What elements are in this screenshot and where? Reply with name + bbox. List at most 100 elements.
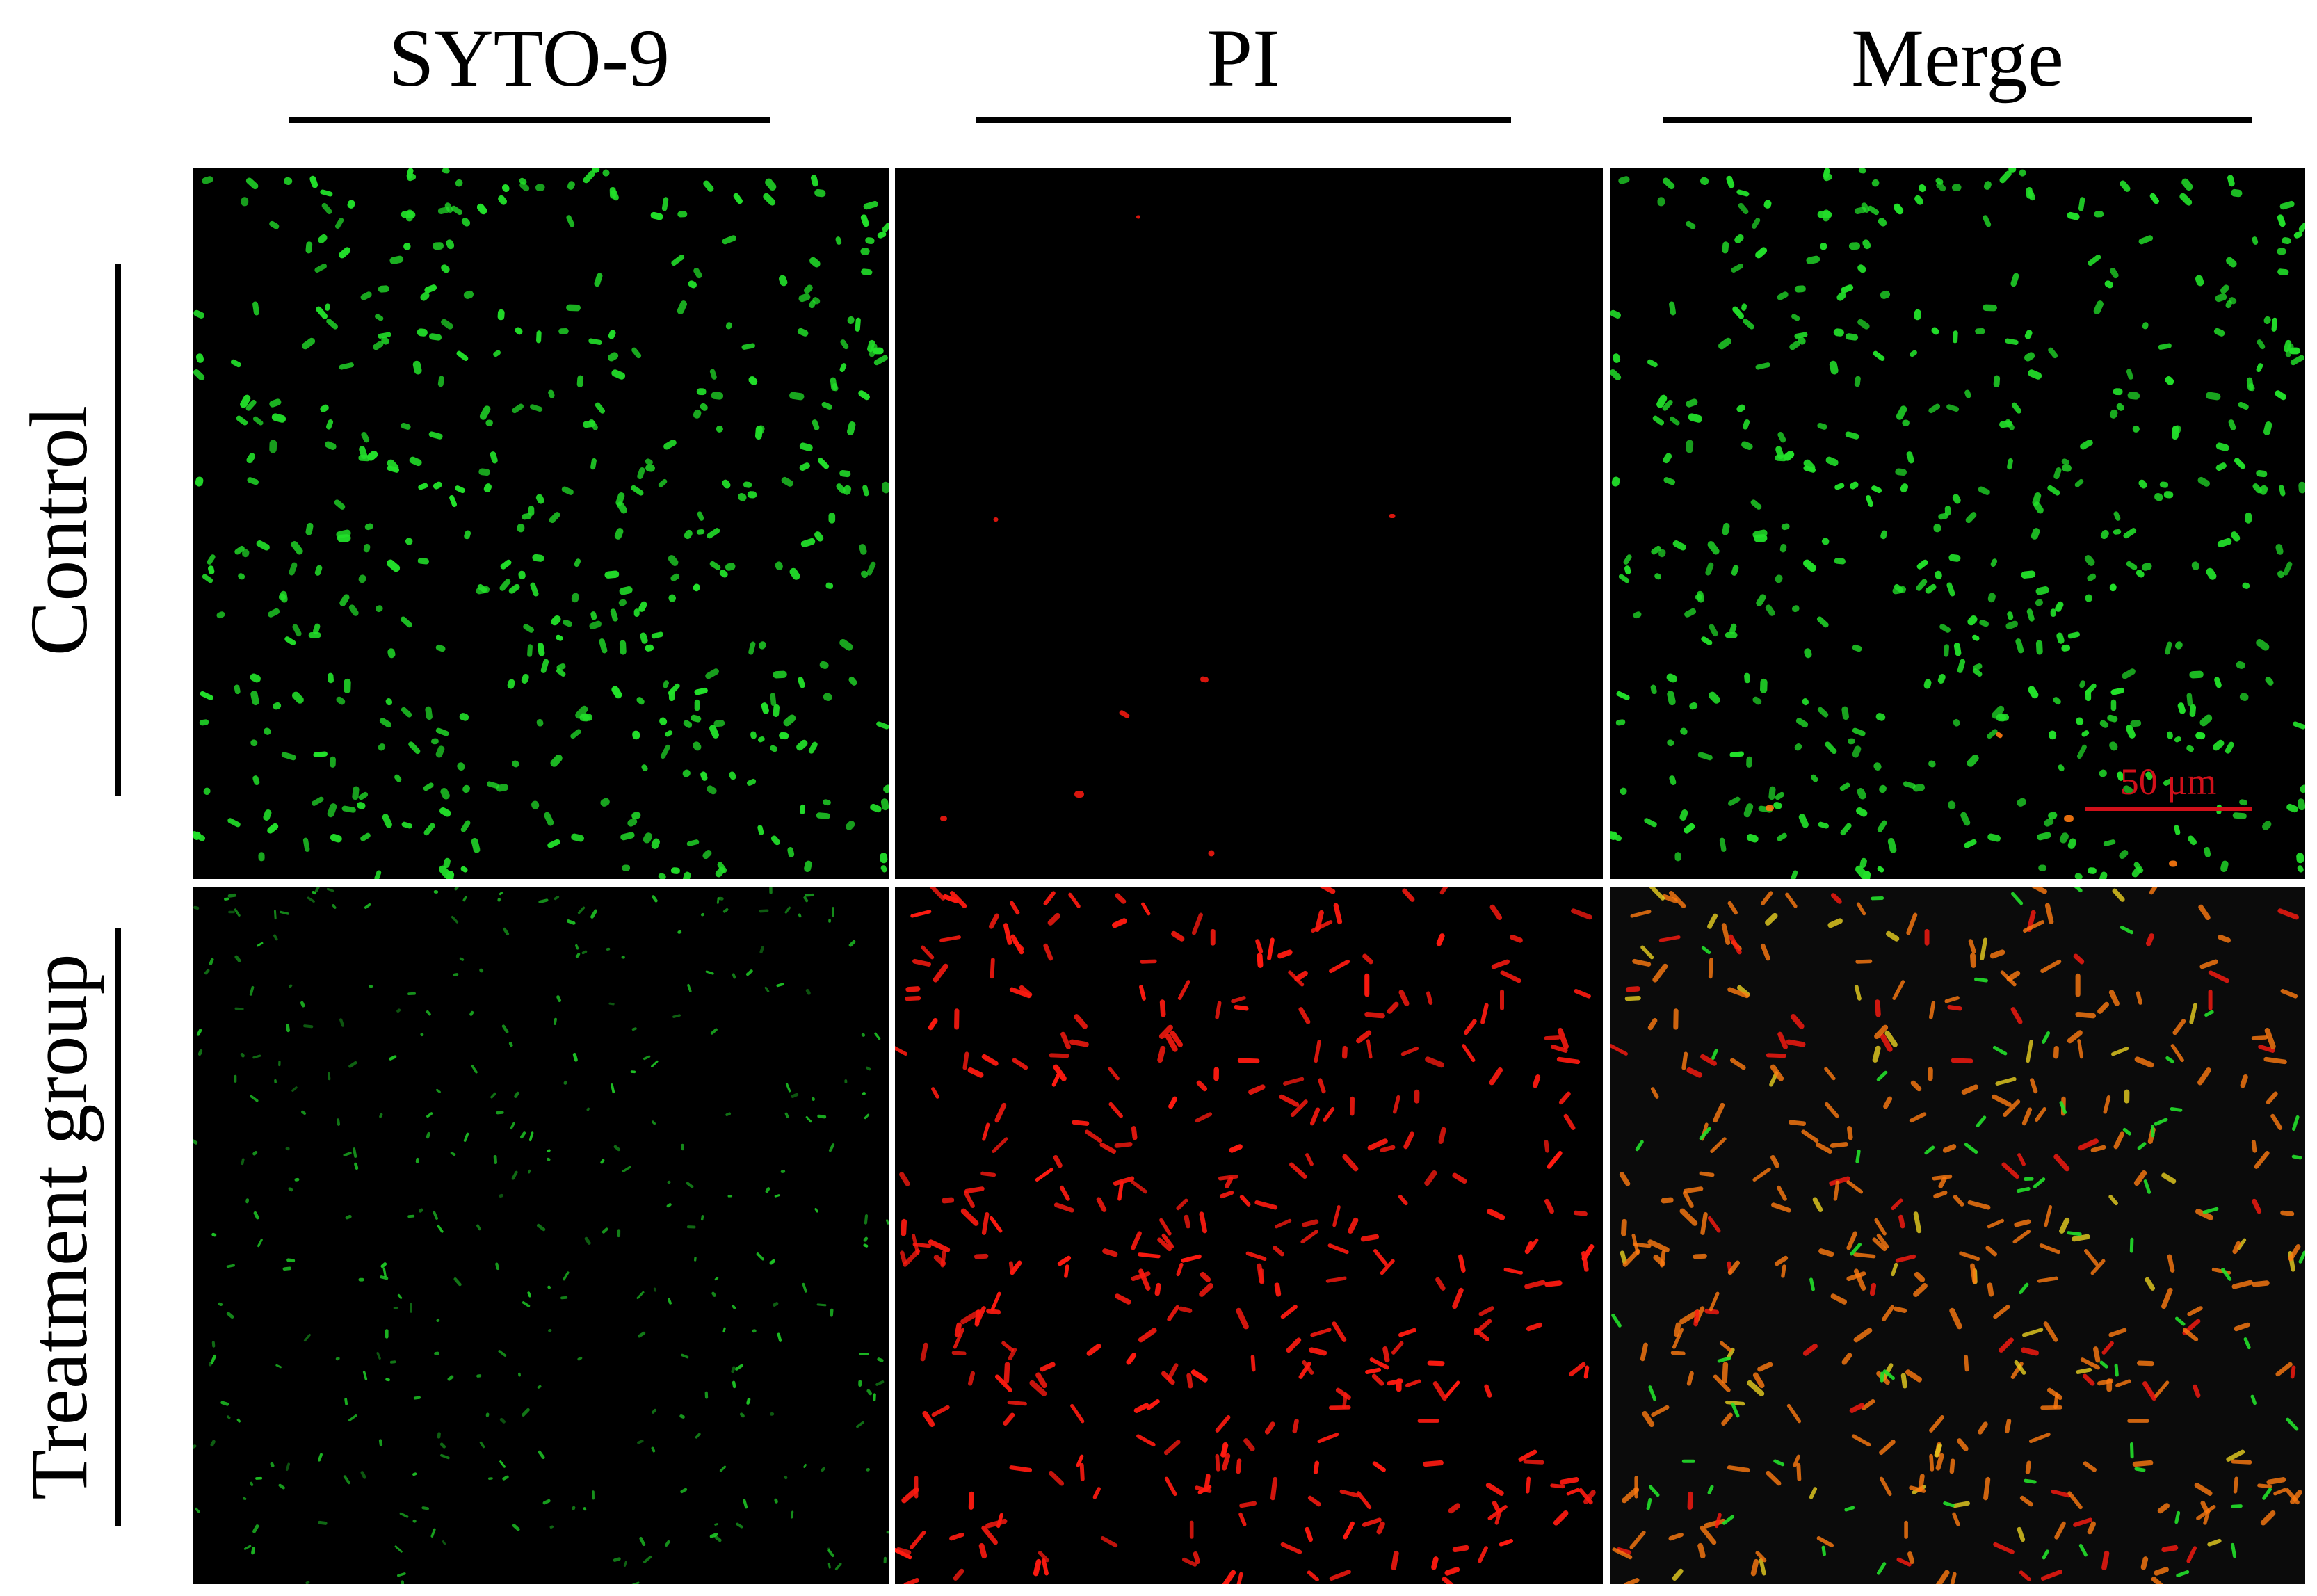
bacterium-cell <box>1462 1044 1476 1063</box>
bacterium-cell <box>869 344 878 357</box>
bacterium-cell <box>2206 392 2221 401</box>
bacterium-cell <box>528 1131 534 1142</box>
bacterium-cell <box>693 268 702 279</box>
bacterium-cell <box>1700 1211 1708 1235</box>
bacterium-cell <box>1236 1458 1242 1474</box>
bacterium-cell <box>303 1024 314 1029</box>
bacterium-cell <box>1618 176 1630 184</box>
bacterium-cell <box>530 582 539 597</box>
bacterium-cell <box>1755 1551 1767 1563</box>
bacterium-cell <box>819 661 829 669</box>
bacterium-cell <box>508 1042 513 1047</box>
bacterium-cell <box>512 403 524 414</box>
bacterium-cell <box>1610 369 1622 380</box>
bacterium-cell <box>1298 1007 1311 1024</box>
bacterium-cell <box>1928 1001 1936 1019</box>
bacterium-cell <box>1886 930 1900 942</box>
bacterium-cell <box>620 832 635 841</box>
bacterium-cell <box>325 303 330 311</box>
bacterium-cell <box>1862 1398 1875 1410</box>
bacterium-cell <box>1199 1211 1207 1234</box>
bacterium-cell <box>1857 319 1870 330</box>
bacterium-cell <box>2007 458 2013 470</box>
bacterium-cell <box>2266 1091 2278 1105</box>
bacterium-cell <box>401 707 412 718</box>
bacterium-cell <box>2243 1337 2251 1350</box>
bacterium-cell <box>1880 1033 1893 1052</box>
bacterium-cell <box>2049 730 2057 740</box>
bacterium-cell <box>1302 1219 1319 1227</box>
bacterium-cell <box>1714 1513 1722 1529</box>
scale-bar: 50 μm <box>2085 761 2252 816</box>
bacterium-cell <box>1752 1372 1765 1389</box>
cells-control-pi <box>940 215 1396 857</box>
bacterium-cell <box>575 705 588 719</box>
bacterium-cell <box>882 223 889 232</box>
bacterium-cell <box>732 1305 736 1309</box>
bacterium-cell <box>2231 188 2243 198</box>
bacterium-cell <box>759 909 769 913</box>
bacterium-cell <box>1551 1045 1568 1053</box>
bacterium-cell <box>1444 1567 1460 1576</box>
bacterium-cell <box>1990 558 1998 567</box>
bacterium-cell <box>1003 1412 1015 1426</box>
bacterium-cell <box>581 950 588 955</box>
bacterium-cell <box>316 306 328 319</box>
bacterium-cell <box>435 727 449 736</box>
bacterium-cell <box>1725 1400 1745 1406</box>
bacterium-cell <box>1964 1143 1978 1154</box>
bacterium-cell <box>345 1214 352 1220</box>
bacterium-cell <box>611 369 626 380</box>
bacterium-cell <box>418 483 428 490</box>
bacterium-cell <box>549 512 560 524</box>
bacterium-cell <box>1892 980 1905 1001</box>
bacterium-cell <box>2275 544 2284 555</box>
bacterium-cell <box>974 1253 989 1259</box>
bacterium-cell <box>584 1236 591 1245</box>
bacterium-cell <box>507 679 515 689</box>
bacterium-cell <box>709 1533 718 1538</box>
bacterium-cell <box>364 903 371 909</box>
bacterium-cell <box>285 1147 290 1151</box>
bacterium-cell <box>527 644 533 657</box>
bacterium-cell <box>1234 1572 1243 1584</box>
bacterium-cell <box>479 1441 485 1449</box>
bacterium-cell <box>866 1066 871 1071</box>
bacterium-cell <box>325 419 334 430</box>
bacterium-cell <box>1948 554 1961 562</box>
bacterium-cell <box>1743 319 1754 330</box>
bacterium-cell <box>2172 1019 2186 1035</box>
bacterium-cell <box>2053 697 2061 705</box>
bacterium-cell <box>2004 1419 2012 1434</box>
bacterium-cell <box>1773 802 1782 809</box>
bacterium-cell <box>2149 193 2159 204</box>
bacterium-cell <box>1138 1328 1157 1343</box>
bacterium-cell <box>2019 1282 2029 1295</box>
bacterium-cell <box>193 905 200 910</box>
bacterium-cell <box>2037 1276 2058 1283</box>
bacterium-cell <box>305 522 314 535</box>
bacterium-cell <box>2033 1177 2046 1188</box>
bacterium-cell <box>1731 565 1739 576</box>
bacterium-cell <box>255 1476 263 1480</box>
bacterium-cell <box>1658 549 1666 558</box>
bacterium-cell <box>784 1475 788 1480</box>
bacterium-cell <box>2014 1219 2031 1227</box>
bacterium-cell <box>563 1271 570 1281</box>
bacterium-cell <box>1736 189 1750 197</box>
bacterium-cell <box>2136 991 2142 1005</box>
bacterium-cell <box>787 847 795 857</box>
cells-treatment-merge <box>1610 887 2305 1584</box>
bacterium-cell <box>1872 1237 1887 1252</box>
bacterium-cell <box>2108 1328 2127 1337</box>
bacterium-cell <box>765 178 777 191</box>
bacterium-cell <box>1396 1378 1402 1392</box>
bacterium-cell <box>2256 363 2263 373</box>
bacterium-cell <box>382 814 392 828</box>
bacterium-cell <box>2195 1209 2213 1220</box>
bacterium-cell <box>2138 479 2147 489</box>
bacterium-cell <box>2254 1150 2270 1169</box>
bacterium-cell <box>2174 736 2181 743</box>
bacterium-cell <box>1727 901 1738 915</box>
bacterium-cell <box>2126 369 2133 380</box>
